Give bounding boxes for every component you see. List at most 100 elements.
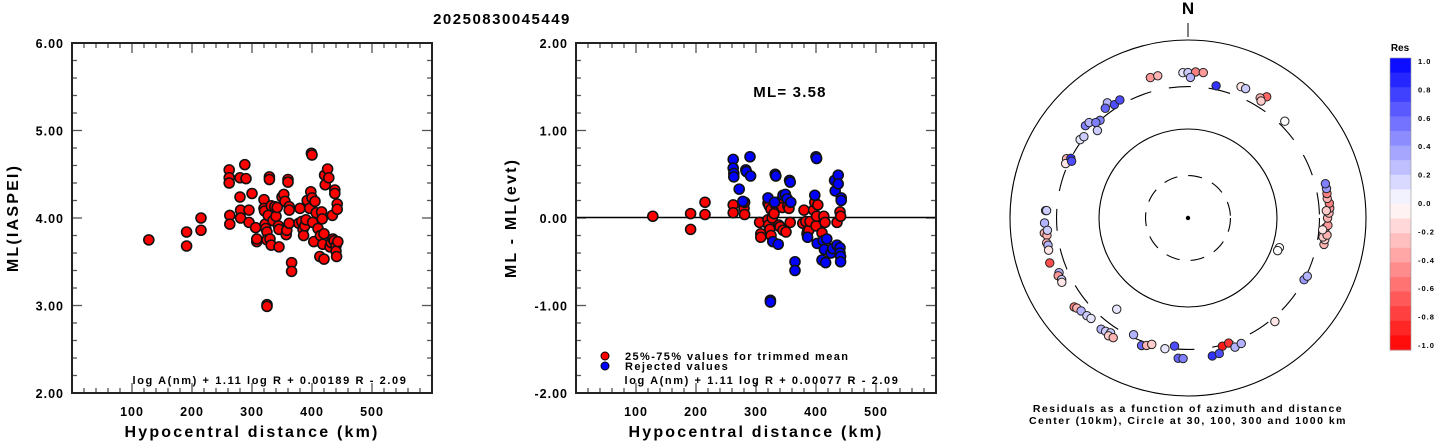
colorbar-tick-label: -1.0 bbox=[1418, 341, 1435, 350]
ml-data-point bbox=[283, 217, 296, 230]
ml-data-point bbox=[316, 213, 329, 225]
trimmed-residual-point bbox=[699, 208, 711, 221]
trimmed-residual-point bbox=[819, 216, 831, 229]
p1-x-tick-label: 200 bbox=[180, 405, 204, 419]
ml-data-point bbox=[330, 250, 343, 263]
residual-vs-distance-xlabel: Hypocentral distance (km) bbox=[628, 424, 883, 441]
colorbar-cell bbox=[1390, 233, 1411, 249]
colorbar-cell bbox=[1390, 116, 1411, 132]
rejected-residual-point bbox=[727, 171, 740, 183]
colorbar-cell bbox=[1390, 58, 1411, 74]
station-point bbox=[1280, 116, 1290, 126]
ml-data-point bbox=[246, 187, 258, 200]
station-point bbox=[1160, 344, 1170, 354]
ml-data-point bbox=[250, 233, 263, 245]
colorbar-cell bbox=[1390, 291, 1411, 307]
colorbar-tick-label: 0.4 bbox=[1418, 142, 1431, 151]
colorbar-cell bbox=[1390, 145, 1411, 161]
ml-data-point bbox=[240, 172, 252, 185]
map-caption-line1: Residuals as a function of azimuth and d… bbox=[1033, 403, 1343, 415]
ml-data-point bbox=[223, 177, 235, 189]
ml-data-point bbox=[195, 224, 207, 237]
station-point bbox=[1198, 67, 1208, 78]
colorbar-tick-label: 0.2 bbox=[1418, 171, 1431, 180]
station-point bbox=[1108, 332, 1118, 343]
legend-marker-rejected bbox=[600, 361, 610, 371]
trimmed-residual-point bbox=[699, 196, 711, 209]
p2-y-tick-label: -1.00 bbox=[535, 300, 569, 314]
colorbar-cell bbox=[1390, 189, 1411, 205]
station-point bbox=[1045, 258, 1055, 268]
legend-marker-trimmed bbox=[600, 351, 610, 361]
p1-y-tick-label: 6.00 bbox=[36, 37, 64, 51]
colorbar-tick-label: 0.6 bbox=[1418, 114, 1431, 123]
ml-data-point bbox=[322, 171, 335, 184]
ml-data-point bbox=[331, 203, 344, 216]
station-point bbox=[1086, 313, 1096, 324]
colorbar-tick-labels: 1.0 0.8 0.6 0.4 0.2 0.0 -0.2 -0.4 -0.6 -0.8 -1.0 bbox=[1418, 57, 1435, 350]
colorbar-cell bbox=[1390, 101, 1411, 117]
residual-vs-distance-points bbox=[646, 150, 848, 308]
station-point bbox=[1100, 103, 1110, 113]
ml-data-point bbox=[285, 265, 298, 278]
rejected-residual-point bbox=[801, 231, 814, 244]
distance-ring-100km bbox=[1098, 128, 1278, 308]
station-point bbox=[1211, 81, 1221, 91]
colorbar-cell bbox=[1390, 247, 1411, 263]
rejected-residual-point bbox=[764, 296, 777, 308]
ml-vs-distance-ylabel: ML(IASPEI) bbox=[5, 164, 22, 272]
residual-colorbar: Res 1.0 0.8 0.6 0.4 0.2 0.0 -0.2 -0.4 -0.6 -0.8 -1… bbox=[1389, 43, 1435, 351]
ml-data-point bbox=[283, 204, 296, 216]
ml-data-point bbox=[306, 149, 318, 161]
colorbar-tick-label: -0.2 bbox=[1418, 227, 1435, 236]
rejected-residual-point bbox=[835, 194, 848, 207]
ml-vs-distance-frame bbox=[71, 42, 433, 394]
station-point bbox=[1153, 71, 1163, 81]
colorbar-tick-label: 0.0 bbox=[1418, 199, 1431, 208]
residual-vs-distance-frame bbox=[575, 42, 937, 394]
trimmed-residual-point bbox=[834, 210, 847, 223]
station-point bbox=[1091, 117, 1101, 128]
colorbar-cell bbox=[1390, 131, 1411, 147]
p1-x-tick-label: 400 bbox=[300, 405, 324, 419]
ml-data-point bbox=[180, 240, 193, 252]
rejected-residual-point bbox=[832, 178, 845, 190]
ml-data-point bbox=[243, 204, 255, 216]
station-point bbox=[1317, 225, 1328, 235]
station-point bbox=[1256, 96, 1266, 106]
rejected-residual-point bbox=[808, 189, 821, 202]
colorbar-tick-label: 0.8 bbox=[1418, 85, 1431, 94]
ml-data-point bbox=[234, 191, 246, 203]
ml-data-point bbox=[261, 300, 273, 313]
colorbar-cell bbox=[1390, 262, 1411, 278]
station-point bbox=[1178, 353, 1188, 364]
trimmed-residual-point bbox=[780, 226, 792, 238]
trimmed-residual-point bbox=[646, 210, 659, 223]
colorbar-cell bbox=[1390, 160, 1411, 176]
rejected-residual-point bbox=[769, 170, 782, 182]
ml-data-point bbox=[331, 235, 344, 248]
colorbar-title: Res bbox=[1391, 43, 1410, 54]
ml-data-point bbox=[180, 226, 193, 238]
p2-x-tick-label: 400 bbox=[804, 405, 828, 419]
ml-vs-distance-tick-labels: 100 200 300 400 500 2.00 3.00 4.00 5.00 6.00 bbox=[36, 37, 383, 419]
trimmed-residual-point bbox=[811, 199, 824, 211]
station-point bbox=[1115, 95, 1125, 105]
p1-y-tick-label: 5.00 bbox=[36, 125, 64, 139]
map-caption-line2: Center (10km), Circle at 30, 100, 300 an… bbox=[1029, 415, 1347, 427]
ml-data-point bbox=[282, 176, 294, 188]
ml-data-point bbox=[271, 201, 284, 214]
ml-vs-distance-plot: 100 200 300 400 500 2.00 3.00 4.00 5.00 6.00 log … bbox=[5, 37, 433, 441]
station-point bbox=[1302, 271, 1312, 281]
colorbar-cell bbox=[1390, 218, 1411, 234]
ml-vs-distance-xlabel: Hypocentral distance (km) bbox=[124, 424, 379, 441]
colorbar-tick-label: -0.4 bbox=[1418, 256, 1435, 265]
legend-label-rejected: Rejected values bbox=[625, 361, 729, 373]
distance-ring-1000km bbox=[1009, 39, 1367, 397]
station-point bbox=[1147, 339, 1157, 350]
ml-data-point bbox=[309, 195, 321, 208]
station-point bbox=[1321, 206, 1332, 216]
colorbar-cell bbox=[1390, 72, 1411, 88]
epicenter-dot bbox=[1185, 215, 1191, 221]
ml-data-point bbox=[224, 218, 236, 230]
